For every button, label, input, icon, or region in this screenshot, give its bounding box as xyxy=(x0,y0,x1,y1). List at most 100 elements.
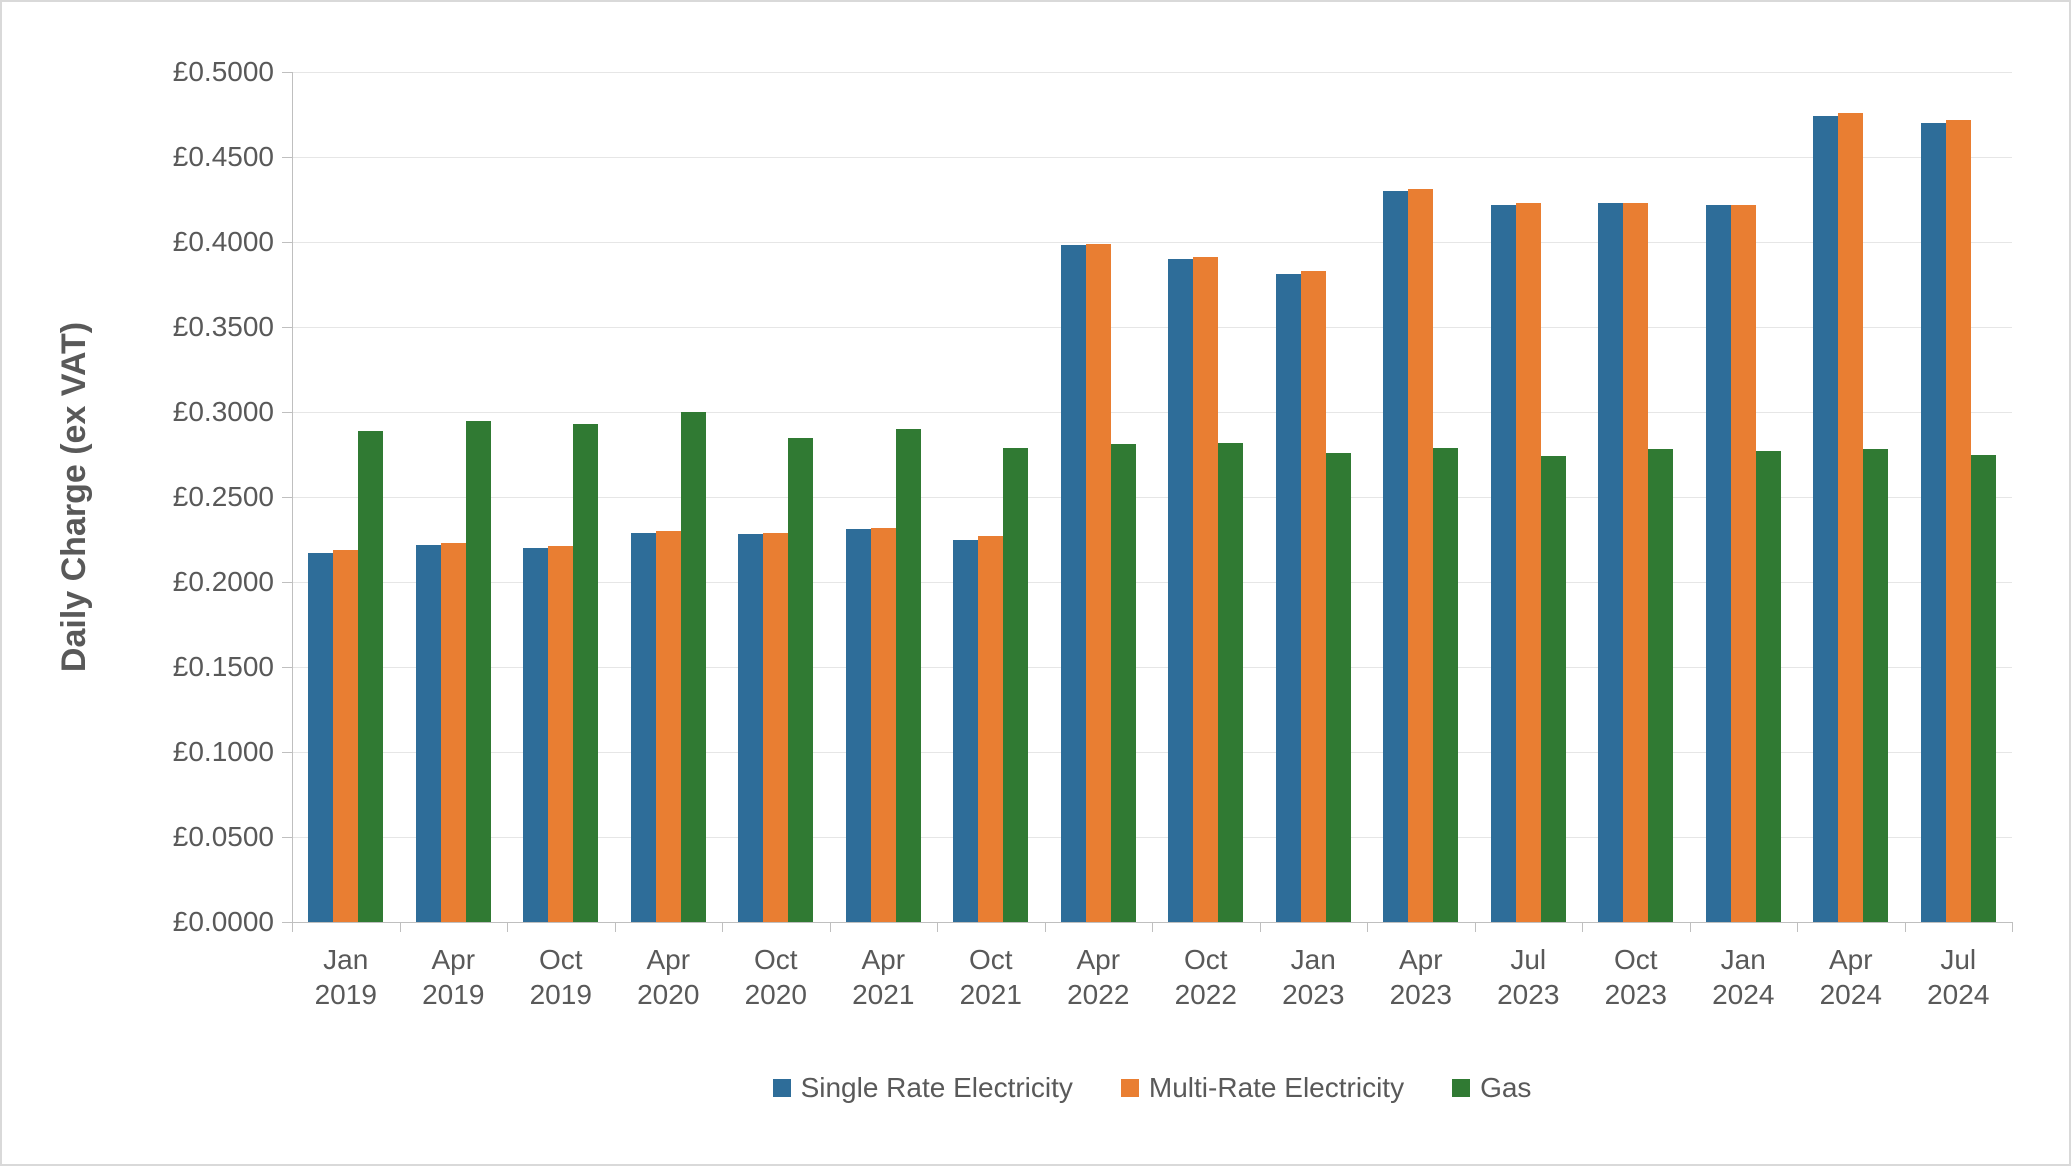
x-tick-mark xyxy=(937,922,938,932)
x-tick-mark xyxy=(1367,922,1368,932)
bar xyxy=(1193,257,1218,922)
chart-frame: £0.0000 £0.0500 £0.1000 £0.1500 £0.2000 £0.25… xyxy=(0,0,2071,1166)
y-tick-mark xyxy=(282,922,292,923)
legend-item: Gas xyxy=(1452,1072,1531,1104)
bar xyxy=(1061,245,1086,922)
bar xyxy=(1301,271,1326,922)
bar xyxy=(871,528,896,922)
x-tick-mark xyxy=(1797,922,1798,932)
bar xyxy=(896,429,921,922)
bar xyxy=(441,543,466,922)
legend-swatch xyxy=(1452,1079,1470,1097)
y-tick-mark xyxy=(282,72,292,73)
bar xyxy=(1111,444,1136,922)
x-tick-label: Apr 2021 xyxy=(852,942,914,1012)
bar xyxy=(788,438,813,923)
x-tick-label: Apr 2022 xyxy=(1067,942,1129,1012)
bar xyxy=(1863,449,1888,922)
bar xyxy=(1541,456,1566,922)
y-tick-label: £0.4500 xyxy=(173,141,274,173)
plot-area: £0.0000£0.0500£0.1000£0.1500£0.2000£0.25… xyxy=(292,72,2012,922)
y-tick-label: £0.2500 xyxy=(173,481,274,513)
bar xyxy=(308,553,333,922)
x-tick-label: Jan 2023 xyxy=(1282,942,1344,1012)
x-tick-mark xyxy=(1152,922,1153,932)
legend-swatch xyxy=(1121,1079,1139,1097)
gridline xyxy=(292,157,2012,158)
bar xyxy=(978,536,1003,922)
y-tick-label: £0.1000 xyxy=(173,736,274,768)
legend-item: Multi-Rate Electricity xyxy=(1121,1072,1404,1104)
x-tick-label: Apr 2019 xyxy=(422,942,484,1012)
bar xyxy=(1813,116,1838,922)
bar xyxy=(466,421,491,923)
bar xyxy=(1218,443,1243,922)
bar xyxy=(1516,203,1541,922)
y-tick-label: £0.1500 xyxy=(173,651,274,683)
bar xyxy=(1598,203,1623,922)
y-tick-mark xyxy=(282,667,292,668)
y-tick-mark xyxy=(282,582,292,583)
bar xyxy=(548,546,573,922)
y-tick-label: £0.0000 xyxy=(173,906,274,938)
bar xyxy=(1731,205,1756,922)
legend: Single Rate Electricity Multi-Rate Electr… xyxy=(292,1072,2012,1104)
x-tick-mark xyxy=(722,922,723,932)
x-tick-label: Jul 2024 xyxy=(1927,942,1989,1012)
y-tick-label: £0.3500 xyxy=(173,311,274,343)
x-tick-mark xyxy=(292,922,293,932)
y-tick-label: £0.2000 xyxy=(173,566,274,598)
x-tick-mark xyxy=(615,922,616,932)
y-tick-label: £0.3000 xyxy=(173,396,274,428)
bar xyxy=(1383,191,1408,922)
bar xyxy=(1003,448,1028,922)
bar xyxy=(846,529,871,922)
bar xyxy=(416,545,441,922)
x-tick-mark xyxy=(1475,922,1476,932)
legend-label: Single Rate Electricity xyxy=(801,1072,1073,1104)
x-tick-label: Jul 2023 xyxy=(1497,942,1559,1012)
y-tick-mark xyxy=(282,157,292,158)
x-tick-label: Apr 2020 xyxy=(637,942,699,1012)
bar xyxy=(1921,123,1946,922)
x-tick-label: Apr 2023 xyxy=(1390,942,1452,1012)
x-tick-label: Oct 2020 xyxy=(745,942,807,1012)
legend-item: Single Rate Electricity xyxy=(773,1072,1073,1104)
y-tick-label: £0.4000 xyxy=(173,226,274,258)
x-tick-mark xyxy=(2012,922,2013,932)
x-tick-label: Oct 2023 xyxy=(1605,942,1667,1012)
x-tick-mark xyxy=(1582,922,1583,932)
bar xyxy=(763,533,788,922)
y-tick-label: £0.0500 xyxy=(173,821,274,853)
bar xyxy=(1706,205,1731,922)
legend-label: Gas xyxy=(1480,1072,1531,1104)
bar xyxy=(1326,453,1351,922)
bar xyxy=(1946,120,1971,922)
bar xyxy=(656,531,681,922)
bar xyxy=(1276,274,1301,922)
bar xyxy=(1086,244,1111,922)
bar xyxy=(738,534,763,922)
bar xyxy=(681,412,706,922)
x-tick-mark xyxy=(1045,922,1046,932)
bar xyxy=(573,424,598,922)
y-tick-mark xyxy=(282,327,292,328)
x-tick-mark xyxy=(507,922,508,932)
legend-label: Multi-Rate Electricity xyxy=(1149,1072,1404,1104)
bar xyxy=(1623,203,1648,922)
y-tick-label: £0.5000 xyxy=(173,56,274,88)
bar xyxy=(333,550,358,922)
x-tick-label: Jan 2024 xyxy=(1712,942,1774,1012)
bar xyxy=(1433,448,1458,922)
bar xyxy=(1491,205,1516,922)
y-tick-mark xyxy=(282,837,292,838)
bar xyxy=(1408,189,1433,922)
x-tick-mark xyxy=(400,922,401,932)
bar xyxy=(1838,113,1863,922)
gridline xyxy=(292,72,2012,73)
bar xyxy=(358,431,383,922)
bar xyxy=(1168,259,1193,922)
bar xyxy=(1756,451,1781,922)
bar xyxy=(953,540,978,923)
x-tick-mark xyxy=(1905,922,1906,932)
